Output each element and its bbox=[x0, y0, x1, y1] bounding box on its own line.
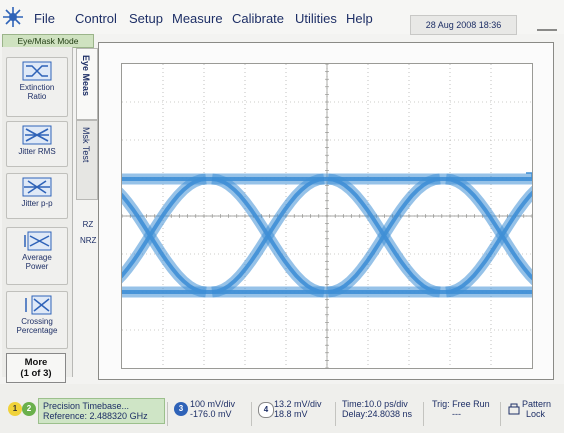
extinction-ratio-button[interactable]: Extinction Ratio bbox=[6, 57, 68, 117]
timebase-box[interactable]: Precision Timebase... Reference: 2.48832… bbox=[38, 398, 165, 424]
timebase-title: Precision Timebase... bbox=[43, 401, 130, 411]
channel-3-indicator[interactable]: 3 bbox=[174, 402, 188, 416]
time-scale[interactable]: Time:10.0 ps/div bbox=[342, 399, 408, 409]
eye-falling-edge bbox=[211, 177, 325, 294]
timebase-reference: Reference: 2.488320 GHz bbox=[43, 411, 148, 421]
eye-falling-edge bbox=[445, 173, 532, 286]
average-power-label-2: Power bbox=[25, 262, 49, 271]
crossing-percentage-button[interactable]: Crossing Percentage bbox=[6, 291, 68, 349]
eye-falling-edge bbox=[327, 177, 441, 294]
extinction-ratio-label-1: Extinction bbox=[19, 83, 55, 92]
crossing-percentage-label-1: Crossing bbox=[21, 317, 53, 326]
channel-1-indicator[interactable]: 1 bbox=[8, 402, 22, 416]
eye-falling-edge bbox=[122, 187, 207, 298]
eye-rising-edge bbox=[445, 185, 532, 298]
delay-value[interactable]: Delay:24.8038 ns bbox=[342, 409, 413, 419]
menu-bar: File Control Setup Measure Calibrate Uti… bbox=[0, 0, 564, 35]
lock-label[interactable]: Lock bbox=[526, 409, 546, 419]
jitter-pp-icon bbox=[22, 177, 52, 197]
divider bbox=[167, 402, 168, 426]
channel-4-offset: 18.8 mV bbox=[274, 409, 308, 419]
average-power-label-1: Average bbox=[22, 253, 52, 262]
tab-eye-meas[interactable]: Eye Meas bbox=[76, 48, 98, 120]
tab-rz[interactable]: RZ bbox=[82, 220, 94, 229]
crossing-percentage-label-2: Percentage bbox=[16, 326, 58, 335]
level-marker bbox=[526, 172, 532, 179]
mode-label: Eye/Mask Mode bbox=[2, 34, 94, 48]
divider bbox=[251, 402, 252, 426]
eye-rising-edge bbox=[445, 190, 532, 294]
menu-control[interactable]: Control bbox=[75, 11, 117, 26]
trigger-mode[interactable]: Trig: Free Run bbox=[432, 399, 490, 409]
more-label: More bbox=[24, 357, 48, 368]
jitter-rms-label: Jitter RMS bbox=[18, 147, 56, 156]
crossing-percentage-icon bbox=[25, 295, 52, 315]
menu-setup[interactable]: Setup bbox=[129, 11, 163, 26]
average-power-button[interactable]: Average Power bbox=[6, 227, 68, 285]
channel-4-indicator[interactable]: 4 bbox=[258, 402, 274, 418]
divider bbox=[423, 402, 424, 426]
jitter-pp-button[interactable]: Jitter p-p bbox=[6, 173, 68, 219]
average-power-icon bbox=[24, 231, 52, 251]
tab-nrz[interactable]: NRZ bbox=[80, 236, 97, 245]
channel-3-scale: 100 mV/div bbox=[190, 399, 236, 409]
extinction-ratio-icon bbox=[22, 61, 52, 81]
jitter-rms-icon bbox=[22, 125, 52, 145]
divider bbox=[335, 402, 336, 426]
more-button[interactable]: More (1 of 3) bbox=[6, 353, 66, 383]
menu-measure[interactable]: Measure bbox=[172, 11, 223, 26]
jitter-rms-button[interactable]: Jitter RMS bbox=[6, 121, 68, 167]
eye-falling-edge bbox=[122, 192, 207, 294]
eye-diagram-plot bbox=[122, 64, 532, 368]
channel-3-offset: -176.0 mV bbox=[190, 409, 232, 419]
menu-calibrate[interactable]: Calibrate bbox=[232, 11, 285, 26]
channel-4-scale: 13.2 mV/div bbox=[274, 399, 322, 409]
status-bar: 1 2 Precision Timebase... Reference: 2.4… bbox=[0, 384, 564, 433]
menu-help[interactable]: Help bbox=[346, 11, 373, 26]
tab-msk-test[interactable]: Msk Test bbox=[76, 120, 98, 200]
more-page-label: (1 of 3) bbox=[20, 368, 52, 379]
date-time-display: 28 Aug 2008 18:36 bbox=[410, 15, 517, 35]
waveform-graticule[interactable] bbox=[121, 63, 533, 369]
menu-file[interactable]: File bbox=[34, 11, 55, 26]
measurement-panel: Extinction Ratio Jitter RMS Jitter p-p A… bbox=[2, 47, 73, 383]
pattern-lock-icon bbox=[508, 403, 520, 415]
extinction-ratio-label-2: Ratio bbox=[27, 92, 47, 101]
jitter-pp-label: Jitter p-p bbox=[21, 199, 53, 208]
sun-logo-icon[interactable] bbox=[2, 6, 24, 28]
eye-rising-edge bbox=[122, 173, 207, 284]
channel-2-indicator[interactable]: 2 bbox=[22, 402, 36, 416]
divider bbox=[500, 402, 501, 426]
pattern-label[interactable]: Pattern bbox=[522, 399, 552, 409]
eye-falling-edge bbox=[445, 177, 532, 281]
eye-rising-edge bbox=[122, 177, 207, 279]
minimize-button[interactable] bbox=[537, 29, 557, 31]
menu-utilities[interactable]: Utilities bbox=[295, 11, 337, 26]
trigger-sub: --- bbox=[452, 409, 461, 419]
scope-display bbox=[98, 42, 554, 380]
